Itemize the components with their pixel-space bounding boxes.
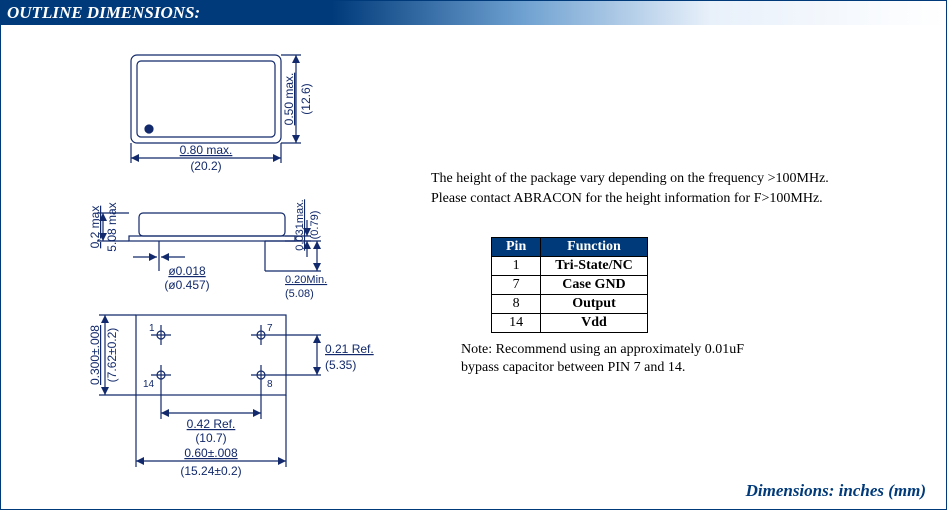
note-line-1: Note: Recommend using an approximately 0…: [461, 341, 931, 359]
footprint-pin-7: 7: [267, 323, 273, 334]
footprint-pin-8: 8: [267, 379, 273, 390]
note-block: Note: Recommend using an approximately 0…: [461, 341, 931, 377]
dim-side-h-mm: 5.08 max: [105, 202, 119, 251]
table-row: 7 Case GND: [492, 276, 648, 295]
cell-func: Tri-State/NC: [541, 257, 648, 276]
cell-pin: 7: [492, 276, 541, 295]
pin-function-table: Pin Function 1 Tri-State/NC 7 Case GND 8…: [491, 237, 648, 333]
cell-func: Case GND: [541, 276, 648, 295]
table-header-row: Pin Function: [492, 238, 648, 257]
dim-foot-h-mm: (7.62±0.2): [105, 328, 119, 383]
table-row: 14 Vdd: [492, 314, 648, 333]
description-area: The height of the package vary depending…: [431, 170, 931, 377]
content-area: 0.80 max. (20.2) 0.50 max. (12.6): [1, 25, 946, 509]
dim-lead-d-mm: (ø0.457): [164, 278, 209, 292]
dim-top-w-mm: (20.2): [190, 159, 221, 173]
hdr-func: Function: [541, 238, 648, 257]
dim-foot-w-mm: (15.24±0.2): [180, 464, 241, 478]
dim-top-h-in: 0.50 max.: [282, 73, 296, 126]
cell-pin: 1: [492, 257, 541, 276]
dim-foot-row-mm: (5.35): [325, 358, 356, 372]
cell-pin: 14: [492, 314, 541, 333]
cell-pin: 8: [492, 295, 541, 314]
dim-foot-h-in: 0.300±.008: [88, 325, 102, 385]
dim-foot-col-in: 0.42 Ref.: [187, 417, 236, 431]
dim-foot-w-in: 0.60±.008: [184, 446, 238, 460]
section-title: OUTLINE DIMENSIONS:: [1, 1, 946, 25]
dim-lead-l-mm: (5.08): [285, 288, 314, 300]
table-row: 8 Output: [492, 295, 648, 314]
cell-func: Output: [541, 295, 648, 314]
dim-side-h-in: 0,2 max: [88, 206, 102, 249]
footprint-pin-14: 14: [143, 379, 155, 390]
dimensions-unit-label: Dimensions: inches (mm): [746, 481, 926, 501]
desc-line-2: Please contact ABRACON for the height in…: [431, 190, 931, 208]
dim-lead-d-in: ø0.018: [168, 264, 206, 278]
datasheet-section: OUTLINE DIMENSIONS: 0.80 max. (2: [0, 0, 947, 510]
dim-foot-row-in: 0.21 Ref.: [325, 342, 374, 356]
hdr-pin: Pin: [492, 238, 541, 257]
dim-lead-t-in: 0,031max.: [294, 199, 306, 250]
dim-foot-col-mm: (10.7): [195, 431, 226, 445]
dim-lead-t-mm: (0.79): [309, 211, 321, 240]
desc-line-1: The height of the package vary depending…: [431, 170, 931, 188]
dim-lead-l-in: 0.20Min.: [285, 274, 327, 286]
footprint-pin-1: 1: [149, 323, 155, 334]
cell-func: Vdd: [541, 314, 648, 333]
note-line-2: bypass capacitor between PIN 7 and 14.: [461, 359, 931, 377]
dim-top-h-mm: (12.6): [299, 83, 313, 114]
dim-top-w-in: 0.80 max.: [180, 143, 233, 157]
table-row: 1 Tri-State/NC: [492, 257, 648, 276]
dimension-diagram: 0.80 max. (20.2) 0.50 max. (12.6): [21, 35, 421, 495]
